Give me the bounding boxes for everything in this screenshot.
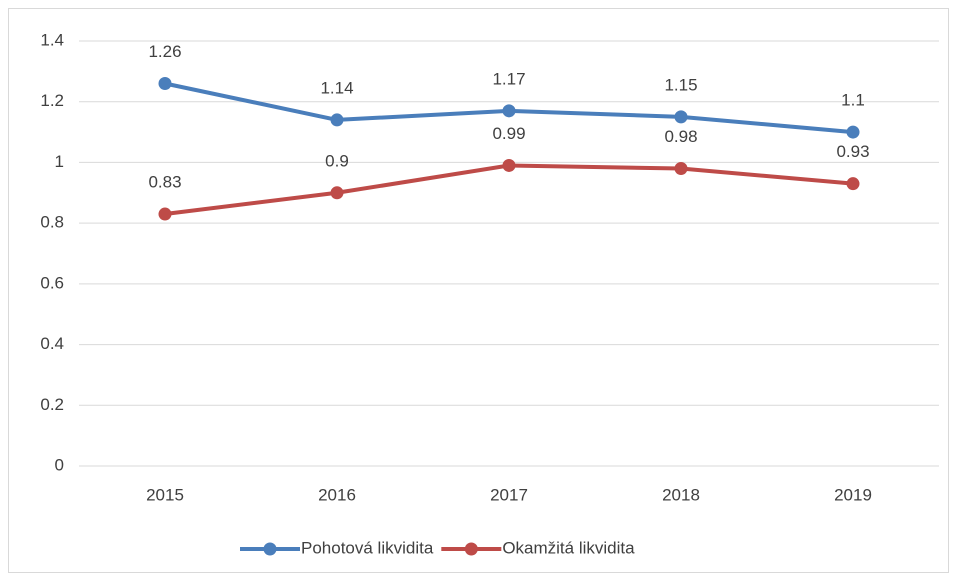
data-point <box>330 113 344 127</box>
legend-label: Pohotová likvidita <box>301 538 434 557</box>
data-point <box>502 104 516 118</box>
data-label: 0.98 <box>664 127 697 146</box>
y-tick-label: 1.2 <box>40 91 64 110</box>
chart-border <box>8 8 949 573</box>
legend-marker <box>263 542 277 556</box>
x-tick-label: 2015 <box>146 485 184 504</box>
data-label: 1.15 <box>664 75 697 94</box>
y-tick-label: 1 <box>55 152 64 171</box>
data-label: 1.1 <box>841 91 865 110</box>
x-tick-label: 2017 <box>490 485 528 504</box>
data-point <box>158 77 172 90</box>
data-label: 1.17 <box>492 69 525 88</box>
y-tick-label: 0.4 <box>40 334 64 353</box>
data-label: 0.93 <box>836 142 869 161</box>
data-point <box>502 158 516 172</box>
y-tick-label: 0.2 <box>40 395 64 414</box>
data-label: 1.14 <box>320 78 353 97</box>
y-tick-label: 0 <box>55 455 64 474</box>
data-point <box>674 110 688 124</box>
data-point <box>846 177 860 191</box>
y-tick-label: 1.4 <box>40 30 64 49</box>
data-label: 0.99 <box>492 124 525 143</box>
data-label: 1.26 <box>148 42 181 61</box>
data-point <box>330 186 344 200</box>
data-point <box>846 125 860 139</box>
data-point <box>158 207 172 221</box>
data-label: 0.83 <box>148 173 181 192</box>
x-tick-label: 2016 <box>318 485 356 504</box>
y-tick-label: 0.6 <box>40 273 64 292</box>
y-tick-label: 0.8 <box>40 213 64 232</box>
x-tick-label: 2019 <box>834 485 872 504</box>
x-tick-label: 2018 <box>662 485 700 504</box>
data-label: 0.9 <box>325 151 349 170</box>
data-point <box>674 162 688 175</box>
legend-marker <box>464 542 478 556</box>
legend-label: Okamžitá likvidita <box>502 538 635 557</box>
